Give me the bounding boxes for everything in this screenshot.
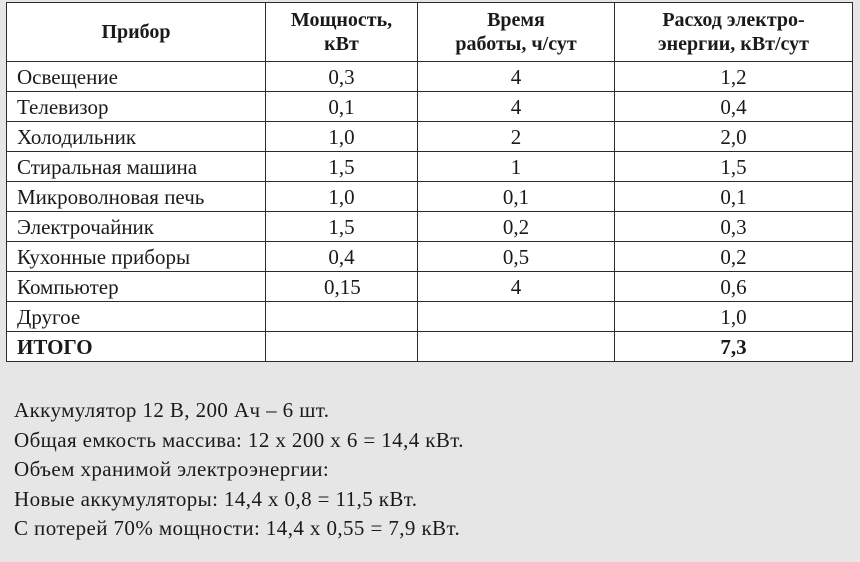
device-name: Другое	[6, 301, 266, 332]
device-power: 0,15	[265, 271, 418, 302]
device-energy: 0,6	[614, 271, 853, 302]
header-hours: Время работы, ч/сут	[417, 2, 615, 62]
device-hours	[417, 301, 615, 332]
device-hours: 0,1	[417, 181, 615, 212]
header-energy: Расход электро-энергии, кВт/сут	[614, 2, 853, 62]
table-total-row: ИТОГО 7,3	[6, 331, 853, 362]
device-power: 1,0	[265, 181, 418, 212]
battery-notes: Аккумулятор 12 В, 200 Ач – 6 шт. Общая е…	[14, 396, 464, 544]
device-hours: 4	[417, 61, 615, 92]
device-power: 0,3	[265, 61, 418, 92]
energy-table-container: Прибор Мощность, кВт Время работы, ч/сут Р…	[6, 2, 853, 362]
device-energy: 1,2	[614, 61, 853, 92]
table-row: Другое 1,0	[6, 301, 853, 332]
device-energy: 0,3	[614, 211, 853, 242]
table-row: Электрочайник 1,5 0,2 0,3	[6, 211, 853, 242]
device-hours: 0,5	[417, 241, 615, 272]
device-hours: 4	[417, 91, 615, 122]
device-name: Холодильник	[6, 121, 266, 152]
note-line: Аккумулятор 12 В, 200 Ач – 6 шт.	[14, 398, 330, 422]
header-energy-line1: Расход электро-	[662, 9, 805, 31]
device-hours: 4	[417, 271, 615, 302]
device-energy: 0,4	[614, 91, 853, 122]
table-row: Телевизор 0,1 4 0,4	[6, 91, 853, 122]
device-name: Кухонные приборы	[6, 241, 266, 272]
note-line: Общая емкость массива: 12 х 200 х 6 = 14…	[14, 427, 464, 452]
device-power: 0,4	[265, 241, 418, 272]
header-hours-line2: работы, ч/сут	[455, 33, 577, 55]
header-power-line2: кВт	[324, 33, 359, 55]
total-label: ИТОГО	[6, 331, 266, 362]
device-energy: 0,1	[614, 181, 853, 212]
device-name: Освещение	[6, 61, 266, 92]
table-row: Холодильник 1,0 2 2,0	[6, 121, 853, 152]
header-device-label: Прибор	[101, 21, 171, 43]
device-name: Микроволновая печь	[6, 181, 266, 212]
header-device: Прибор	[6, 2, 266, 62]
device-power: 0,1	[265, 91, 418, 122]
header-power-line1: Мощность,	[290, 9, 393, 31]
device-hours: 1	[417, 151, 615, 182]
total-hours	[417, 331, 615, 362]
device-power: 1,0	[265, 121, 418, 152]
header-power: Мощность, кВт	[265, 2, 418, 62]
device-name: Телевизор	[6, 91, 266, 122]
note-line: С потерей 70% мощности: 14,4 х 0,55 = 7,…	[14, 516, 461, 540]
header-energy-line2: энергии, кВт/сут	[658, 33, 809, 55]
table-row: Кухонные приборы 0,4 0,5 0,2	[6, 241, 853, 272]
note-line: Объем хранимой электроэнергии:	[14, 457, 330, 481]
device-hours: 0,2	[417, 211, 615, 242]
total-power	[265, 331, 418, 362]
device-name: Электрочайник	[6, 211, 266, 242]
device-energy: 2,0	[614, 121, 853, 152]
device-power: 1,5	[265, 211, 418, 242]
device-hours: 2	[417, 121, 615, 152]
device-energy: 1,0	[614, 301, 853, 332]
device-power: 1,5	[265, 151, 418, 182]
energy-consumption-table: Прибор Мощность, кВт Время работы, ч/сут Р…	[6, 2, 853, 362]
device-power	[265, 301, 418, 332]
table-row: Микроволновая печь 1,0 0,1 0,1	[6, 181, 853, 212]
total-energy: 7,3	[614, 331, 853, 362]
device-energy: 1,5	[614, 151, 853, 182]
device-name: Компьютер	[6, 271, 266, 302]
device-name: Стиральная машина	[6, 151, 266, 182]
table-row: Освещение 0,3 4 1,2	[6, 61, 853, 92]
device-energy: 0,2	[614, 241, 853, 272]
note-line: Новые аккумуляторы: 14,4 х 0,8 = 11,5 кВ…	[14, 486, 418, 511]
table-row: Компьютер 0,15 4 0,6	[6, 271, 853, 302]
table-row: Стиральная машина 1,5 1 1,5	[6, 151, 853, 182]
table-header-row: Прибор Мощность, кВт Время работы, ч/сут Р…	[6, 2, 853, 62]
header-hours-line1: Время	[487, 9, 545, 31]
